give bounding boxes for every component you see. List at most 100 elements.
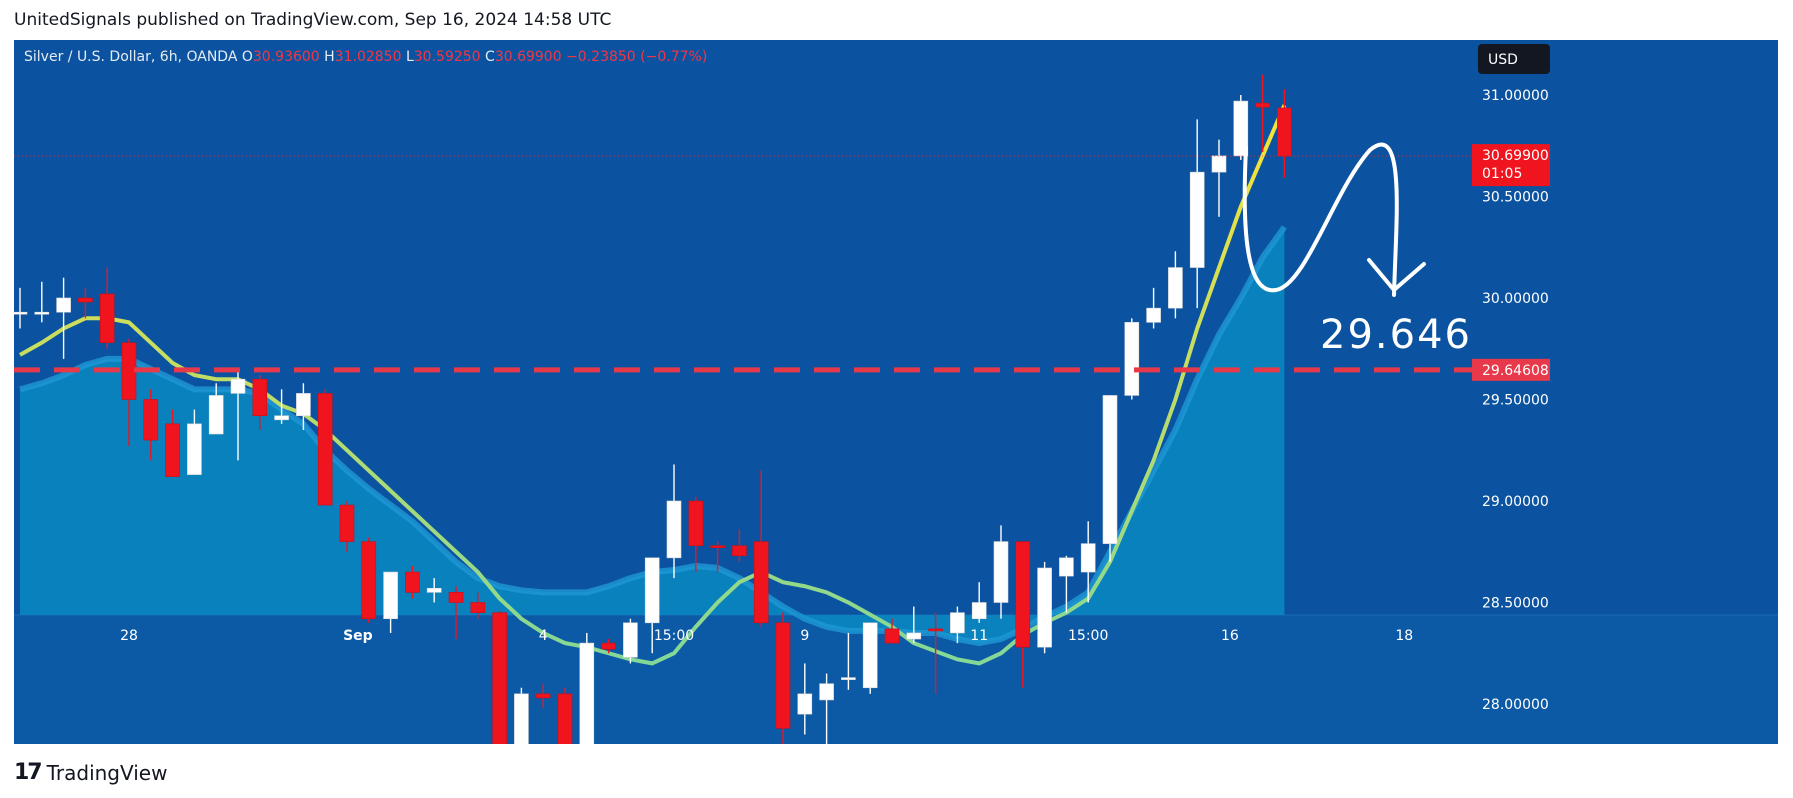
candle-body xyxy=(971,602,987,620)
tradingview-brand-text: TradingView xyxy=(46,760,168,785)
legend-close-label: C xyxy=(485,49,495,65)
candle-body xyxy=(296,393,311,417)
candle-body xyxy=(252,378,268,417)
legend-open-label: O xyxy=(242,49,253,65)
candle-body xyxy=(1255,102,1270,108)
legend-symbol: Silver / U.S. Dollar, 6h, OANDA xyxy=(24,49,242,65)
candle-body xyxy=(666,500,682,559)
candle-body xyxy=(383,571,398,620)
candle-body xyxy=(405,571,420,593)
candle-body xyxy=(1059,557,1074,577)
x-axis-tick-label: 4 xyxy=(539,628,548,644)
candle-body xyxy=(623,622,638,658)
candle-body xyxy=(1189,171,1205,268)
candle-body xyxy=(1080,543,1096,573)
y-axis-tick-label: 29.50000 xyxy=(1482,393,1549,409)
legend-open-value: 30.93600 xyxy=(253,49,324,65)
level-price-badge-value: 29.64608 xyxy=(1482,363,1549,379)
indicator-area-fill xyxy=(20,226,1285,644)
candle-body xyxy=(535,693,551,699)
y-axis-tick-label: 30.50000 xyxy=(1482,190,1549,206)
current-price-badge xyxy=(1472,144,1550,187)
tradingview-mark-icon: 17 xyxy=(14,760,43,785)
candle-body xyxy=(34,311,50,315)
candle-body xyxy=(1146,307,1161,323)
x-axis-tick-label: 15:00 xyxy=(654,628,694,644)
candle-body xyxy=(1168,267,1183,309)
x-axis-tick-label: 15:00 xyxy=(1068,628,1108,644)
candle-body xyxy=(906,632,922,640)
candle-body xyxy=(99,293,115,343)
candle-body xyxy=(732,545,747,557)
candle-body xyxy=(165,423,180,477)
candle-body xyxy=(230,378,246,394)
legend-low-value: 30.59250 xyxy=(414,49,485,65)
candle-body xyxy=(317,393,333,506)
candle-body xyxy=(993,541,1009,603)
candle-body xyxy=(1211,155,1227,173)
candle-body xyxy=(208,395,224,435)
y-axis-tick-label: 31.00000 xyxy=(1482,88,1549,104)
candle-body xyxy=(601,642,616,650)
y-axis-tick-label: 28.00000 xyxy=(1482,697,1549,713)
candle-body xyxy=(14,311,28,315)
x-axis-tick-label: 11 xyxy=(970,628,988,644)
candle-body xyxy=(928,628,943,632)
candle-body xyxy=(775,622,791,729)
currency-button[interactable] xyxy=(1478,44,1550,74)
candle-body xyxy=(797,693,813,715)
candle-body xyxy=(579,642,595,744)
candle-body xyxy=(710,545,725,548)
candle-body xyxy=(470,602,486,613)
y-axis-tick-label: 30.00000 xyxy=(1482,291,1549,307)
candle-body xyxy=(884,628,900,644)
x-axis-tick-label: 18 xyxy=(1395,628,1413,644)
drawn-curve-arrow[interactable] xyxy=(1242,142,1399,297)
candle-body xyxy=(187,423,202,475)
candle-body xyxy=(78,297,93,303)
candle-body xyxy=(514,693,529,744)
candle-body xyxy=(950,612,965,634)
candle-body xyxy=(143,399,159,441)
arrow-head xyxy=(1367,258,1426,292)
x-axis-tick-label: Sep xyxy=(343,628,373,644)
legend-high-value: 31.02850 xyxy=(335,49,406,65)
y-axis-tick-label: 29.00000 xyxy=(1482,494,1549,510)
candle-body xyxy=(557,693,573,744)
legend-close-value: 30.69900 xyxy=(495,49,566,65)
legend-high-label: H xyxy=(324,49,335,65)
candle-body xyxy=(819,683,834,701)
candle-body xyxy=(339,504,355,542)
bar-countdown: 01:05 xyxy=(1482,166,1522,182)
y-axis-tick-label: 28.50000 xyxy=(1482,596,1549,612)
x-axis-tick-label: 16 xyxy=(1221,628,1239,644)
candle-body xyxy=(274,415,289,421)
currency-button-label: USD xyxy=(1488,52,1518,68)
candle-body xyxy=(121,342,137,400)
candle-body xyxy=(1102,395,1118,544)
publisher-header: UnitedSignals published on TradingView.c… xyxy=(14,10,612,30)
candle-body xyxy=(1124,322,1140,396)
x-axis-tick-label: 9 xyxy=(800,628,809,644)
candle-body xyxy=(1015,541,1031,648)
candle-body xyxy=(862,622,878,689)
current-price-badge-value: 30.69900 xyxy=(1482,148,1549,164)
x-axis-tick-label: 28 xyxy=(120,628,138,644)
candle-body xyxy=(688,500,704,546)
legend-change-value: −0.23850 (−0.77%) xyxy=(566,49,707,65)
level-annotation-text: 29.646 xyxy=(1320,312,1472,358)
chart-panel[interactable]: 29.646 Silver / U.S. Dollar, 6h, OANDA O3… xyxy=(14,40,1778,744)
candle-body xyxy=(1037,567,1052,648)
candle-body xyxy=(644,557,660,624)
candle-body xyxy=(841,677,856,680)
ohlc-legend: Silver / U.S. Dollar, 6h, OANDA O30.9360… xyxy=(24,49,707,65)
tradingview-logo[interactable]: 17 TradingView xyxy=(14,760,167,785)
candle-body xyxy=(56,297,71,313)
level-price-badge xyxy=(1472,358,1550,381)
candle-body xyxy=(426,587,442,593)
legend-low-label: L xyxy=(406,49,414,65)
candle-body xyxy=(492,612,507,744)
candle-body xyxy=(1277,107,1292,157)
candle-body xyxy=(448,592,464,603)
